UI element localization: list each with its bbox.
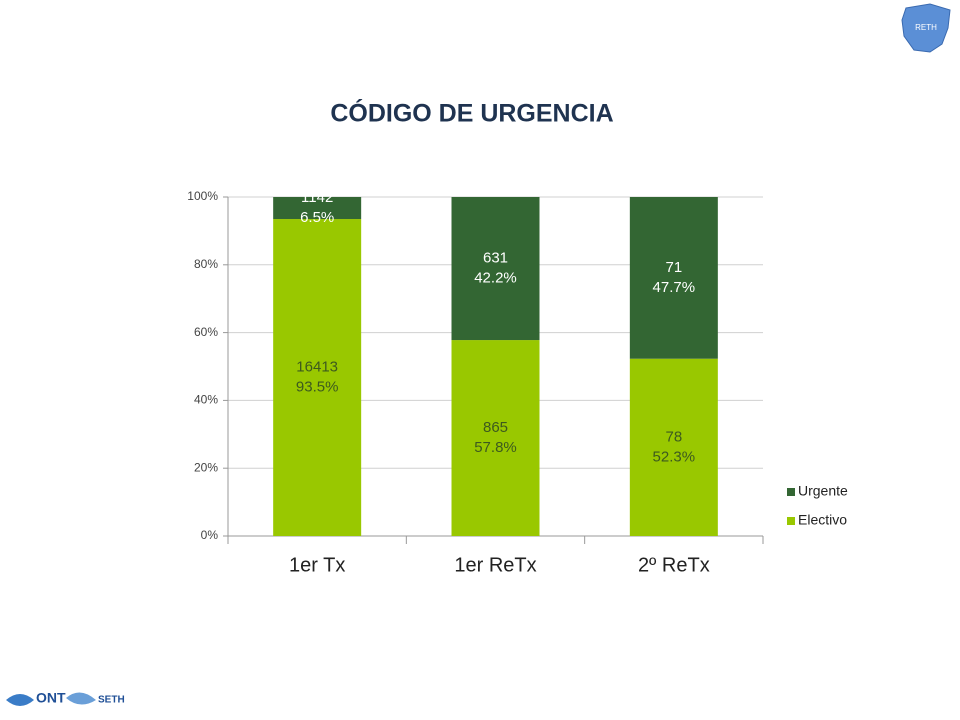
y-tick-label: 20% <box>194 460 218 474</box>
y-tick-label: 100% <box>187 189 218 203</box>
legend-label: Urgente <box>798 483 848 499</box>
logo-text: RETH <box>915 23 937 32</box>
data-label-count: 16413 <box>296 358 338 375</box>
y-tick-label: 40% <box>194 393 218 407</box>
map-shape <box>901 3 951 53</box>
data-label-count: 1142 <box>301 189 333 206</box>
data-label: 47.7% <box>653 279 696 296</box>
bar-segment <box>273 197 362 220</box>
legend-swatch <box>787 517 795 525</box>
data-label-count: 71 <box>665 259 682 276</box>
seth-logo: SETH <box>66 692 125 706</box>
data-label-count: 865 <box>483 419 508 436</box>
logo-text: ONT <box>36 690 66 706</box>
bar-segment <box>451 340 540 536</box>
legend-label: Electivo <box>798 512 847 528</box>
bar-segment <box>629 358 718 536</box>
y-tick-label: 60% <box>194 325 218 339</box>
data-label-count: 631 <box>483 249 508 266</box>
ont-logo: ONT <box>6 690 66 706</box>
bar-segment <box>451 197 540 341</box>
data-label: 52.3% <box>653 448 696 465</box>
logo-shape <box>6 694 34 706</box>
logo-shape <box>66 692 96 705</box>
x-tick-label: 1er Tx <box>289 554 345 576</box>
chart-title: CÓDIGO DE URGENCIA <box>330 98 613 128</box>
reth-logo: RETH <box>901 3 951 53</box>
bar-segment <box>629 197 718 359</box>
y-tick-label: 80% <box>194 257 218 271</box>
data-label: 42.2% <box>474 269 517 286</box>
bar-segment <box>273 219 362 536</box>
data-label: 93.5% <box>296 378 339 395</box>
data-label-count: 78 <box>665 428 682 445</box>
legend-swatch <box>787 488 795 496</box>
y-tick-label: 0% <box>201 528 219 542</box>
logo-text: SETH <box>98 695 125 706</box>
data-label: 6.5% <box>300 209 334 226</box>
data-label: 57.8% <box>474 439 517 456</box>
x-tick-label: 1er ReTx <box>454 554 536 576</box>
x-tick-label: 2º ReTx <box>638 554 710 576</box>
